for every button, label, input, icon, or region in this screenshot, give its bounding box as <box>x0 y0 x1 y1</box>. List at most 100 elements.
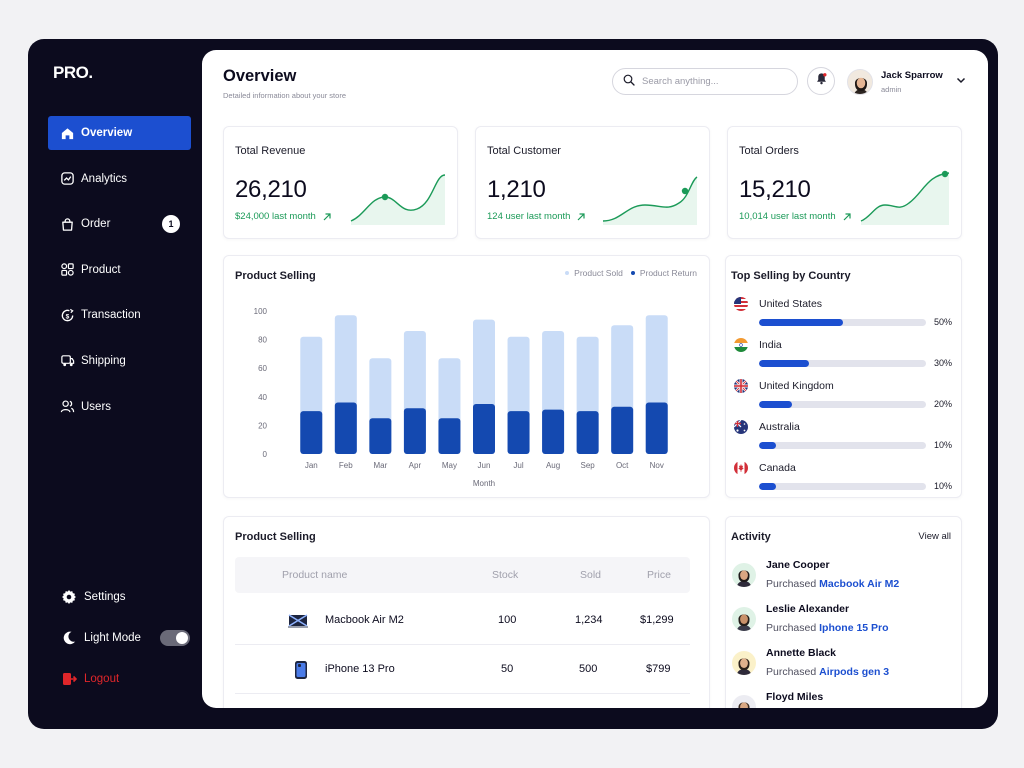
arrow-up-right-icon <box>843 212 851 220</box>
table-row[interactable]: iPhone 13 Pro 50 500 $799 <box>235 648 690 694</box>
sidebar-item-order[interactable]: Order 1 <box>48 207 191 241</box>
australia-flag-icon <box>734 420 748 434</box>
sidebar-item-product[interactable]: Product <box>48 253 191 287</box>
canada-flag-icon <box>734 461 748 475</box>
stat-trend: 10,014 user last month <box>739 211 852 222</box>
column-header-stock[interactable]: Stock <box>492 569 519 581</box>
notification-button[interactable] <box>807 67 835 95</box>
view-all-link[interactable]: View all <box>918 531 951 542</box>
app-frame: PRO. Overview Analytics Order 1 Product … <box>28 39 998 729</box>
activity-user-name: Annette Black <box>766 647 837 659</box>
avatar <box>732 563 756 587</box>
logo-text: PRO <box>53 63 89 82</box>
sidebar-item-overview[interactable]: Overview <box>48 116 191 150</box>
orders-sparkline <box>860 170 950 225</box>
sidebar-item-shipping[interactable]: Shipping <box>48 344 191 378</box>
y-tick-label: 80 <box>258 336 267 345</box>
logout-link[interactable]: Logout <box>60 669 190 689</box>
bar-product-return <box>334 402 357 454</box>
activity-verb: Purchased <box>766 578 817 590</box>
bar-product-return <box>438 418 461 454</box>
avatar <box>847 69 873 95</box>
stat-value: 1,210 <box>487 176 546 203</box>
avatar <box>732 651 756 675</box>
column-header-sold[interactable]: Sold <box>580 569 602 581</box>
arrow-up-right-icon <box>578 212 586 220</box>
sidebar-item-analytics[interactable]: Analytics <box>48 162 191 196</box>
country-percent: 10% <box>933 440 952 450</box>
home-icon <box>59 125 75 141</box>
page-title: Overview <box>223 67 297 85</box>
analytics-icon <box>59 171 75 187</box>
stat-trend: 124 user last month <box>487 211 586 222</box>
country-progress-track <box>759 360 926 367</box>
country-name: India <box>759 339 782 351</box>
country-progress-fill <box>759 401 793 408</box>
stat-label: Total Orders <box>739 145 799 157</box>
activity-item[interactable]: Jane Cooper Purchased Macbook Air M2 <box>732 557 952 601</box>
country-percent: 30% <box>933 358 952 368</box>
activity-item[interactable]: Leslie Alexander Purchased Iphone 15 Pro <box>732 601 952 645</box>
uk-flag-icon <box>734 379 748 393</box>
y-tick-label: 0 <box>263 450 268 459</box>
y-tick-label: 40 <box>258 393 267 402</box>
column-header-product[interactable]: Product name <box>282 569 348 581</box>
sidebar-item-users[interactable]: Users <box>48 390 191 424</box>
product-name: Macbook Air M2 <box>325 614 404 626</box>
x-tick-label: Jan <box>305 461 318 470</box>
main-panel: Overview Detailed information about your… <box>202 50 988 708</box>
product-stock: 50 <box>501 663 514 675</box>
bar-product-return <box>542 409 565 454</box>
stat-label: Total Customer <box>487 145 561 157</box>
activity-product-link[interactable]: Airpods gen 3 <box>819 666 890 678</box>
sidebar-item-transaction[interactable]: $ Transaction <box>48 298 191 332</box>
country-row-uk: United Kingdom 20% <box>734 379 952 415</box>
activity-product-link[interactable]: Macbook Air M2 <box>819 578 900 590</box>
y-tick-label: 20 <box>258 421 267 430</box>
column-header-price[interactable]: Price <box>647 569 671 581</box>
settings-label: Settings <box>84 591 126 603</box>
settings-link[interactable]: Settings <box>60 587 190 607</box>
search-input[interactable] <box>642 76 782 87</box>
product-selling-chart-card: Product Selling Product Sold Product Ret… <box>223 255 710 498</box>
country-row-india: India 30% <box>734 338 952 374</box>
user-name: Jack Sparrow <box>881 70 943 81</box>
transaction-icon: $ <box>59 307 75 323</box>
bar-product-return <box>300 411 323 454</box>
bar-product-return <box>576 411 599 454</box>
bell-icon <box>815 72 828 90</box>
activity-verb: Purchased <box>766 666 817 678</box>
product-price: $799 <box>646 663 671 675</box>
stat-trend-text: 124 user last month <box>487 211 571 222</box>
x-tick-label: Aug <box>546 461 560 470</box>
activity-product-link[interactable]: Iphone 15 Pro <box>819 622 889 634</box>
country-progress-track <box>759 401 926 408</box>
country-name: Australia <box>759 421 800 433</box>
activity-item[interactable]: Annette Black Purchased Airpods gen 3 <box>732 645 952 689</box>
chart-legend: Product Sold Product Return <box>565 268 697 278</box>
product-sold: 500 <box>579 663 598 675</box>
moon-icon <box>60 629 78 647</box>
x-tick-label: Nov <box>650 461 664 470</box>
x-tick-label: May <box>442 461 457 470</box>
activity-user-name: Floyd Miles <box>766 691 824 703</box>
light-mode-toggle[interactable] <box>160 630 190 646</box>
x-tick-label: Oct <box>616 461 629 470</box>
table-row[interactable]: Macbook Air M2 100 1,234 $1,299 <box>235 599 690 645</box>
phone-icon <box>291 660 311 680</box>
sidebar-item-label: Users <box>81 400 112 413</box>
user-profile-menu[interactable]: Jack Sparrow admin <box>847 67 967 97</box>
country-name: United States <box>759 298 823 310</box>
logo[interactable]: PRO. <box>53 63 93 83</box>
activity-user-name: Leslie Alexander <box>766 603 850 615</box>
activity-item[interactable]: Floyd Miles <box>732 689 952 708</box>
search-icon <box>623 73 635 91</box>
truck-icon <box>59 353 75 369</box>
top-country-card: Top Selling by Country United States 50%… <box>725 255 962 498</box>
country-percent: 10% <box>933 481 952 491</box>
user-role: admin <box>881 85 902 94</box>
logout-icon <box>60 670 78 688</box>
country-progress-fill <box>759 442 776 449</box>
page-subtitle: Detailed information about your store <box>223 91 346 100</box>
stat-trend-text: 10,014 user last month <box>739 211 836 222</box>
